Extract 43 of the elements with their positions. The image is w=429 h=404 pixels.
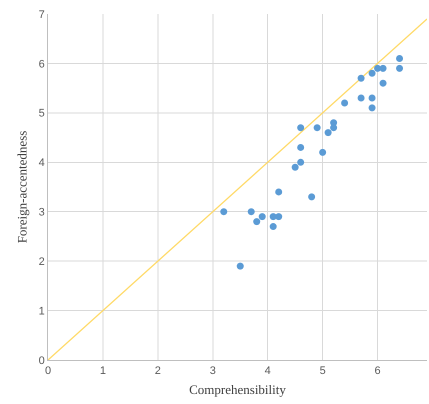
point xyxy=(270,223,277,230)
y-tick-label: 4 xyxy=(38,157,45,170)
point xyxy=(253,218,260,226)
point xyxy=(380,80,387,87)
point xyxy=(220,208,228,216)
point xyxy=(368,94,376,102)
point xyxy=(297,144,304,151)
y-tick-label: 6 xyxy=(38,58,45,70)
point xyxy=(358,94,365,102)
x-tick-label: 6 xyxy=(374,365,381,378)
point xyxy=(314,124,321,132)
y-tick-label: 7 xyxy=(38,8,45,21)
point xyxy=(297,124,304,132)
point xyxy=(319,148,326,156)
point xyxy=(330,119,338,126)
y-tick-label: 3 xyxy=(38,206,45,219)
x-tick-label: 1 xyxy=(100,365,106,378)
point xyxy=(236,262,244,270)
point xyxy=(396,64,404,72)
x-tick-label: 3 xyxy=(210,365,216,378)
x-tick-label: 4 xyxy=(264,365,271,378)
y-tick-label: 0 xyxy=(38,354,45,367)
y-tick-label: 2 xyxy=(38,256,45,268)
point xyxy=(358,74,365,82)
x-tick-label: 2 xyxy=(154,365,161,378)
point xyxy=(324,129,332,136)
point xyxy=(380,64,387,72)
y-tick-label: 1 xyxy=(38,305,45,318)
point xyxy=(308,193,316,200)
x-axis-title: Comprehensibility xyxy=(189,382,286,397)
point xyxy=(275,213,282,220)
point xyxy=(297,158,304,166)
x-tick-label: 5 xyxy=(320,365,326,378)
point xyxy=(368,104,376,112)
point xyxy=(248,208,255,216)
point xyxy=(368,70,376,77)
point xyxy=(396,54,404,62)
point xyxy=(341,99,348,106)
y-tick-label: 5 xyxy=(38,108,45,120)
y-axis-title: Foreign-accentedness xyxy=(14,130,30,244)
point xyxy=(275,188,282,196)
point xyxy=(292,164,299,171)
point xyxy=(258,213,266,220)
